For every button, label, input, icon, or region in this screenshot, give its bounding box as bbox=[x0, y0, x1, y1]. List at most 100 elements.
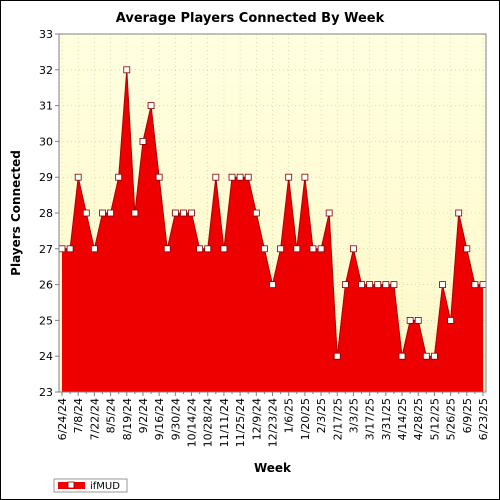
x-tick-label: 3/17/25 bbox=[364, 398, 377, 440]
data-point-marker bbox=[107, 209, 114, 217]
data-point-marker bbox=[212, 173, 220, 181]
x-tick-label: 4/14/25 bbox=[396, 398, 409, 440]
data-point-marker bbox=[390, 281, 398, 289]
x-axis-ticks: 6/24/24 7/8/24 7/22/24 8/5/24 8/19/24 9/2/24 9… bbox=[56, 392, 490, 447]
x-axis-label: Week bbox=[254, 461, 292, 475]
x-tick-label: 5/26/25 bbox=[445, 398, 458, 440]
x-tick-label: 8/5/24 bbox=[105, 398, 118, 433]
data-point-marker bbox=[366, 281, 374, 289]
x-tick-label: 11/25/24 bbox=[234, 398, 247, 447]
data-point-marker bbox=[431, 352, 438, 360]
data-point-marker bbox=[398, 352, 406, 360]
y-tick-label: 32 bbox=[39, 64, 53, 77]
y-tick-label: 26 bbox=[39, 279, 53, 292]
y-tick-label: 24 bbox=[39, 350, 53, 363]
y-tick-label: 28 bbox=[39, 207, 53, 220]
data-point-marker bbox=[180, 209, 187, 217]
data-point-marker bbox=[439, 281, 446, 289]
data-point-marker bbox=[350, 245, 357, 253]
x-tick-label: 6/24/24 bbox=[56, 398, 69, 440]
data-point-marker bbox=[123, 66, 131, 74]
data-point-marker bbox=[358, 281, 365, 289]
y-tick-label: 27 bbox=[39, 243, 53, 256]
data-point-marker bbox=[285, 173, 293, 181]
legend-marker bbox=[67, 481, 75, 489]
x-tick-label: 3/31/25 bbox=[380, 398, 393, 440]
x-tick-label: 11/11/24 bbox=[218, 398, 231, 447]
legend-label-ifmud: ifMUD bbox=[90, 481, 120, 492]
data-point-marker bbox=[204, 245, 212, 253]
data-point-marker bbox=[317, 245, 325, 253]
data-point-marker bbox=[301, 173, 309, 181]
data-point-marker bbox=[99, 209, 106, 217]
x-tick-label: 9/30/24 bbox=[169, 398, 182, 440]
x-tick-label: 10/28/24 bbox=[202, 398, 215, 447]
x-tick-label: 9/2/24 bbox=[137, 398, 150, 433]
y-tick-label: 29 bbox=[39, 171, 53, 184]
data-point-marker bbox=[82, 209, 90, 217]
y-axis-label: Players Connected bbox=[9, 150, 23, 276]
data-point-marker bbox=[58, 245, 66, 253]
data-point-marker bbox=[252, 209, 260, 217]
data-point-marker bbox=[382, 281, 390, 289]
x-tick-label: 12/23/24 bbox=[267, 398, 280, 447]
data-point-marker bbox=[406, 316, 414, 324]
series-markers bbox=[58, 66, 487, 360]
data-point-marker bbox=[463, 245, 471, 253]
data-point-marker bbox=[325, 209, 333, 217]
y-tick-label: 31 bbox=[39, 100, 53, 113]
data-point-marker bbox=[147, 102, 155, 109]
y-tick-label: 25 bbox=[39, 314, 53, 327]
data-point-marker bbox=[131, 209, 139, 217]
x-tick-label: 6/23/25 bbox=[477, 398, 490, 440]
data-point-marker bbox=[163, 245, 171, 253]
data-point-marker bbox=[220, 245, 228, 253]
x-tick-label: 4/28/25 bbox=[412, 398, 425, 440]
data-point-marker bbox=[422, 352, 430, 360]
data-point-marker bbox=[115, 173, 123, 181]
data-point-marker bbox=[447, 316, 455, 324]
x-tick-label: 9/16/24 bbox=[153, 398, 166, 440]
data-point-marker bbox=[479, 281, 487, 289]
data-point-marker bbox=[455, 209, 463, 217]
data-point-marker bbox=[374, 281, 382, 289]
x-tick-label: 12/9/24 bbox=[250, 398, 263, 440]
data-point-marker bbox=[188, 209, 195, 217]
data-point-marker bbox=[293, 245, 301, 253]
data-point-marker bbox=[244, 173, 252, 181]
y-tick-label: 33 bbox=[39, 28, 53, 41]
data-point-marker bbox=[74, 173, 82, 181]
x-tick-label: 7/8/24 bbox=[72, 398, 85, 433]
x-tick-label: 1/6/25 bbox=[283, 398, 296, 433]
x-tick-label: 5/12/25 bbox=[428, 398, 441, 440]
data-point-marker bbox=[471, 281, 479, 289]
x-tick-label: 6/9/25 bbox=[461, 398, 474, 433]
data-point-marker bbox=[341, 281, 349, 289]
y-tick-label: 30 bbox=[39, 135, 53, 148]
x-tick-label: 2/3/25 bbox=[315, 398, 328, 433]
y-tick-label: 23 bbox=[39, 386, 53, 399]
x-tick-label: 1/20/25 bbox=[299, 398, 312, 440]
x-tick-label: 8/19/24 bbox=[121, 398, 134, 440]
data-point-marker bbox=[66, 245, 74, 253]
data-point-marker bbox=[261, 245, 268, 253]
data-point-marker bbox=[333, 352, 341, 360]
data-point-marker bbox=[228, 173, 236, 181]
legend: ifMUD bbox=[53, 478, 128, 493]
series-area-ifmud bbox=[62, 69, 483, 393]
data-point-marker bbox=[309, 245, 317, 253]
y-axis-ticks: 23 24 25 26 27 28 29 30 31 32 33 bbox=[39, 28, 59, 399]
data-point-marker bbox=[269, 281, 276, 289]
x-tick-label: 3/3/25 bbox=[347, 398, 360, 433]
data-point-marker bbox=[90, 245, 98, 253]
data-point-marker bbox=[277, 245, 284, 253]
x-tick-label: 10/14/24 bbox=[186, 398, 199, 447]
data-point-marker bbox=[414, 316, 422, 324]
data-point-marker bbox=[139, 137, 147, 145]
x-tick-label: 2/17/25 bbox=[331, 398, 344, 440]
data-point-marker bbox=[155, 173, 163, 181]
data-point-marker bbox=[171, 209, 179, 217]
data-point-marker bbox=[236, 173, 244, 181]
